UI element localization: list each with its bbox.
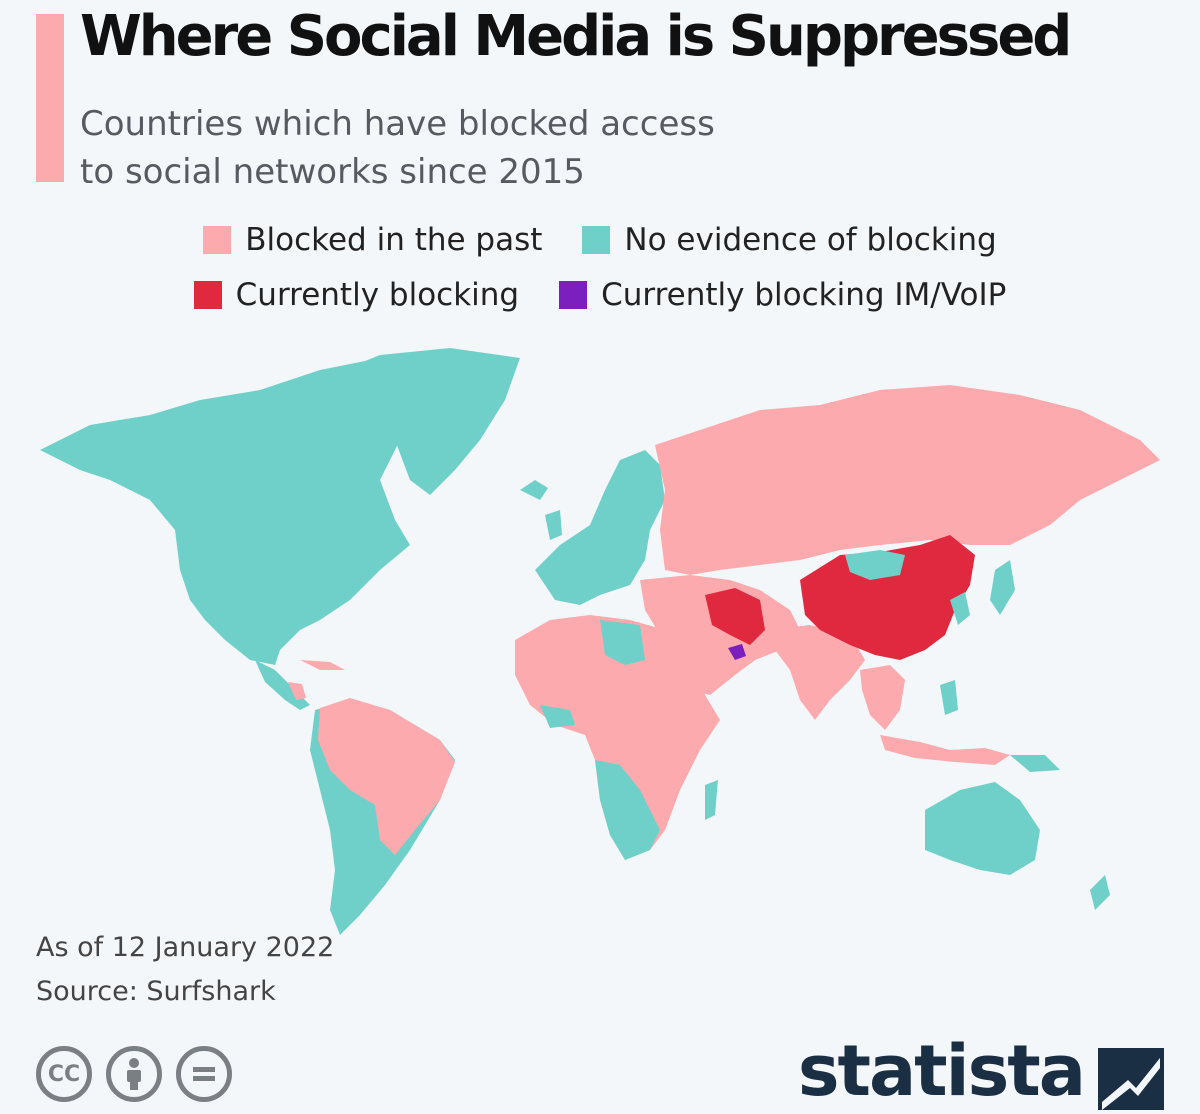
legend-item-currently-blocking: Currently blocking: [193, 277, 520, 313]
legend-swatch-blocked-past: [203, 226, 232, 254]
subtitle-line-1: Countries which have blocked access: [80, 104, 715, 144]
source-note: Source: Surfshark: [36, 976, 276, 1007]
region-north-america: [40, 360, 440, 665]
region-madagascar: [705, 780, 718, 820]
attribution-person-icon[interactable]: [106, 1046, 162, 1102]
region-korea-japan: [950, 560, 1015, 625]
world-map-svg: [40, 348, 1160, 935]
region-indonesia: [880, 735, 1010, 765]
region-south-asia: [770, 625, 865, 720]
as-of-note: As of 12 January 2022: [36, 932, 335, 963]
legend-row-1: Blocked in the past No evidence of block…: [0, 222, 1200, 258]
no-derivatives-equals-icon[interactable]: [176, 1046, 232, 1102]
region-uae-oman: [728, 644, 746, 660]
legend-swatch-currently-blocking: [193, 281, 222, 309]
region-philippines: [940, 680, 958, 715]
world-map: [0, 330, 1200, 950]
legend-label-no-evidence: No evidence of blocking: [624, 222, 997, 258]
legend-label-currently-blocking-im: Currently blocking IM/VoIP: [601, 277, 1007, 313]
legend-item-blocked-past: Blocked in the past: [203, 222, 542, 258]
region-cuba: [300, 660, 345, 670]
region-africa: [515, 615, 720, 860]
region-iran: [705, 588, 765, 645]
region-nicaragua: [288, 682, 306, 700]
accent-bar: [36, 14, 64, 182]
page-title: Where Social Media is Suppressed: [80, 4, 1072, 69]
page-subtitle: Countries which have blocked access to s…: [80, 100, 800, 196]
legend-row-2: Currently blocking Currently blocking IM…: [0, 277, 1200, 313]
region-southeast-asia: [860, 665, 905, 730]
legend-label-currently-blocking: Currently blocking: [235, 277, 520, 313]
statista-logo-mark[interactable]: [1098, 1048, 1164, 1114]
region-russia: [655, 385, 1160, 575]
region-iceland-uk: [520, 480, 562, 540]
statista-wordmark[interactable]: statista: [797, 1030, 1086, 1112]
creative-commons-icon[interactable]: CC: [36, 1046, 92, 1102]
legend-item-no-evidence: No evidence of blocking: [582, 222, 997, 258]
region-europe: [535, 450, 665, 605]
legend-swatch-currently-blocking-im: [559, 281, 588, 309]
region-africa-nonblocked: [540, 620, 660, 860]
license-icons: CC: [36, 1046, 232, 1102]
region-mongolia: [845, 550, 905, 580]
subtitle-line-2: to social networks since 2015: [80, 152, 585, 192]
region-greenland: [330, 348, 520, 495]
region-australia: [925, 782, 1040, 875]
region-china: [800, 535, 975, 660]
legend-swatch-no-evidence: [582, 226, 611, 254]
legend-item-currently-blocking-im: Currently blocking IM/VoIP: [559, 277, 1006, 313]
region-papua: [1010, 755, 1060, 772]
region-venezuela-brazil-blocked: [318, 698, 455, 855]
legend-label-blocked-past: Blocked in the past: [245, 222, 543, 258]
region-new-zealand: [1090, 875, 1110, 910]
